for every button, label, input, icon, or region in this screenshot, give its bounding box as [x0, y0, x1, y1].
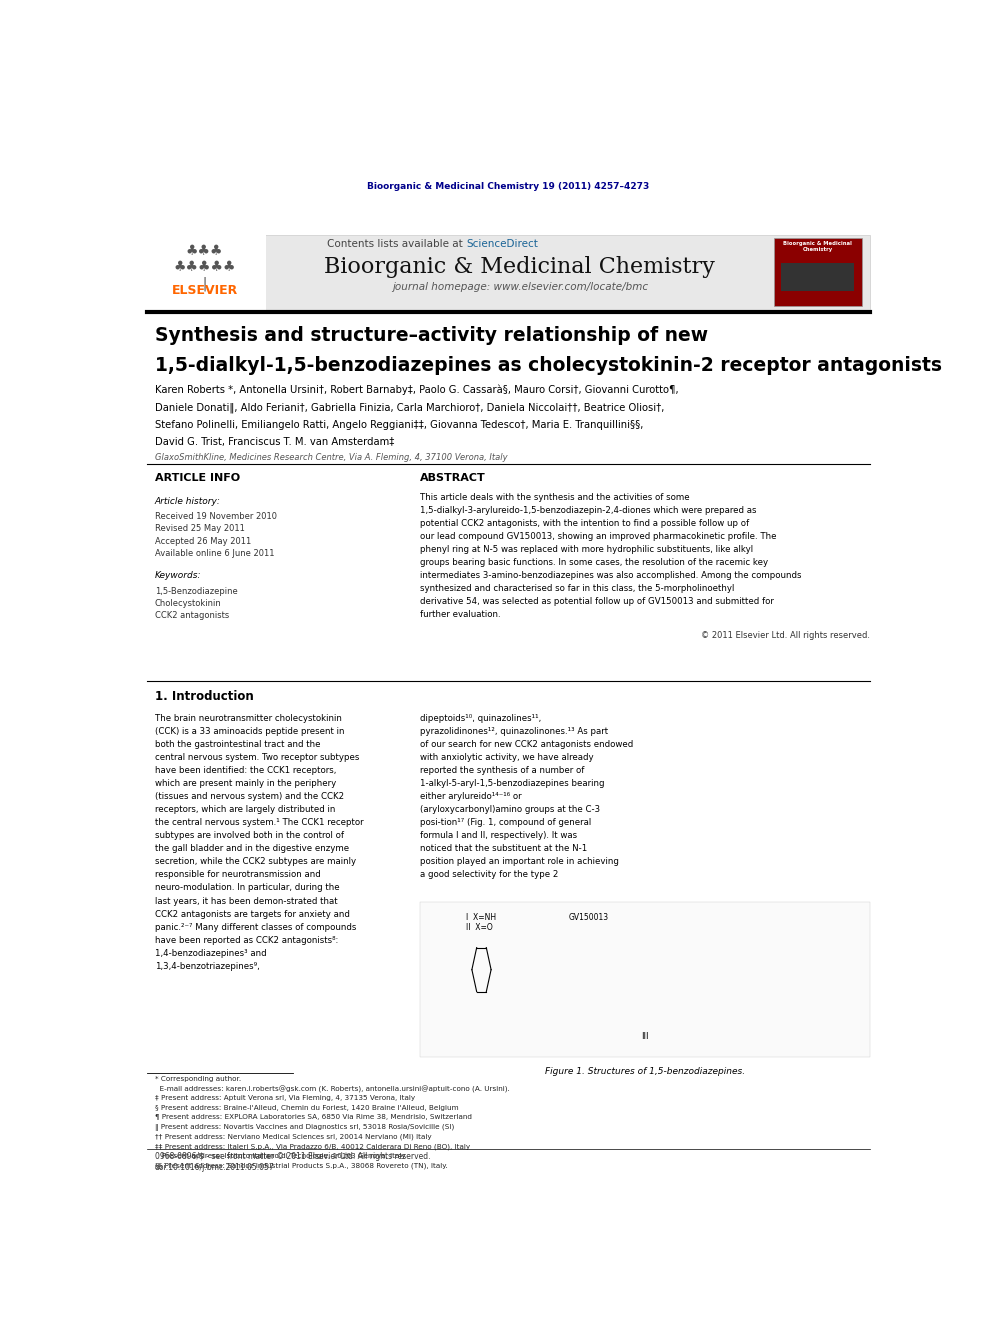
FancyBboxPatch shape [420, 902, 870, 1057]
FancyBboxPatch shape [774, 238, 862, 307]
Text: ScienceDirect: ScienceDirect [466, 238, 538, 249]
Text: doi:10.1016/j.bmc.2011.05.057: doi:10.1016/j.bmc.2011.05.057 [155, 1163, 275, 1172]
Text: Article history:: Article history: [155, 497, 220, 505]
Text: This article deals with the synthesis and the activities of some: This article deals with the synthesis an… [420, 493, 689, 501]
Text: Keywords:: Keywords: [155, 572, 201, 581]
Text: ABSTRACT: ABSTRACT [420, 472, 486, 483]
Text: groups bearing basic functions. In some cases, the resolution of the racemic key: groups bearing basic functions. In some … [420, 558, 768, 568]
Text: CCK2 antagonists are targets for anxiety and: CCK2 antagonists are targets for anxiety… [155, 909, 349, 918]
Text: further evaluation.: further evaluation. [420, 610, 501, 619]
Text: I  X=NH
II  X=O: I X=NH II X=O [466, 913, 496, 931]
Text: intermediates 3-amino-benzodiazepines was also accomplished. Among the compounds: intermediates 3-amino-benzodiazepines wa… [420, 572, 802, 579]
Text: Available online 6 June 2011: Available online 6 June 2011 [155, 549, 274, 558]
Text: secretion, while the CCK2 subtypes are mainly: secretion, while the CCK2 subtypes are m… [155, 857, 356, 867]
Text: either arylureido¹⁴⁻¹⁶ or: either arylureido¹⁴⁻¹⁶ or [420, 792, 522, 802]
Text: © 2011 Elsevier Ltd. All rights reserved.: © 2011 Elsevier Ltd. All rights reserved… [700, 631, 870, 640]
Text: pyrazolidinones¹², quinazolinones.¹³ As part: pyrazolidinones¹², quinazolinones.¹³ As … [420, 728, 608, 736]
Text: * Corresponding author.: * Corresponding author. [155, 1076, 241, 1082]
Text: (CCK) is a 33 aminoacids peptide present in: (CCK) is a 33 aminoacids peptide present… [155, 728, 344, 736]
Text: receptors, which are largely distributed in: receptors, which are largely distributed… [155, 806, 335, 814]
Text: § Present address: Braine-l'Alleud, Chemin du Foriest, 1420 Braine l'Alleud, Bel: § Present address: Braine-l'Alleud, Chem… [155, 1105, 458, 1110]
FancyBboxPatch shape [147, 235, 266, 310]
Text: journal homepage: www.elsevier.com/locate/bmc: journal homepage: www.elsevier.com/locat… [392, 282, 648, 292]
Text: responsible for neurotransmission and: responsible for neurotransmission and [155, 871, 320, 880]
Text: The brain neurotransmitter cholecystokinin: The brain neurotransmitter cholecystokin… [155, 714, 341, 722]
Text: GV150013: GV150013 [569, 913, 609, 922]
Text: have been reported as CCK2 antagonists⁸:: have been reported as CCK2 antagonists⁸: [155, 935, 338, 945]
Text: (aryloxycarbonyl)amino groups at the C-3: (aryloxycarbonyl)amino groups at the C-3 [420, 806, 600, 814]
Text: the gall bladder and in the digestive enzyme: the gall bladder and in the digestive en… [155, 844, 349, 853]
Text: panic.²⁻⁷ Many different classes of compounds: panic.²⁻⁷ Many different classes of comp… [155, 922, 356, 931]
Text: Present address: Istituto Italiano di Tecnologie, 16163 Genova, Italy: Present address: Istituto Italiano di Te… [155, 1154, 406, 1159]
Text: 1,5-Benzodiazepine: 1,5-Benzodiazepine [155, 586, 237, 595]
Text: synthesized and characterised so far in this class, the 5-morpholinoethyl: synthesized and characterised so far in … [420, 585, 734, 593]
Text: ‡ Present address: Aptuit Verona srl, Via Fleming, 4, 37135 Verona, Italy: ‡ Present address: Aptuit Verona srl, Vi… [155, 1095, 415, 1101]
FancyBboxPatch shape [782, 263, 854, 291]
Text: our lead compound GV150013, showing an improved pharmacokinetic profile. The: our lead compound GV150013, showing an i… [420, 532, 777, 541]
Text: David G. Trist, Franciscus T. M. van Amsterdam‡: David G. Trist, Franciscus T. M. van Ams… [155, 437, 394, 447]
Text: ELSEVIER: ELSEVIER [172, 284, 238, 298]
Text: GlaxoSmithKline, Medicines Research Centre, Via A. Fleming, 4, 37100 Verona, Ita: GlaxoSmithKline, Medicines Research Cent… [155, 454, 507, 462]
Text: dipeptoids¹⁰, quinazolines¹¹,: dipeptoids¹⁰, quinazolines¹¹, [420, 714, 542, 722]
Text: both the gastrointestinal tract and the: both the gastrointestinal tract and the [155, 740, 320, 749]
Text: §§ Present address: Sandoz Industrial Products S.p.A., 38068 Rovereto (TN), Ital: §§ Present address: Sandoz Industrial Pr… [155, 1163, 447, 1170]
Text: ¶ Present address: EXPLORA Laboratories SA, 6850 Via Rime 38, Mendrisio, Switzer: ¶ Present address: EXPLORA Laboratories … [155, 1114, 472, 1121]
Text: 1,4-benzodiazepines³ and: 1,4-benzodiazepines³ and [155, 949, 267, 958]
Text: potential CCK2 antagonists, with the intention to find a possible follow up of: potential CCK2 antagonists, with the int… [420, 519, 749, 528]
Text: ‖ Present address: Novartis Vaccines and Diagnostics srl, 53018 Rosia/Sovicille : ‖ Present address: Novartis Vaccines and… [155, 1125, 454, 1131]
Text: central nervous system. Two receptor subtypes: central nervous system. Two receptor sub… [155, 753, 359, 762]
Text: Accepted 26 May 2011: Accepted 26 May 2011 [155, 537, 251, 545]
Text: ‡‡ Present address: Italeri S.p.A., Via Pradazzo 6/B, 40012 Calderara Di Reno (B: ‡‡ Present address: Italeri S.p.A., Via … [155, 1143, 470, 1150]
Text: †† Present address: Nerviano Medical Sciences srl, 20014 Nerviano (MI) Italy: †† Present address: Nerviano Medical Sci… [155, 1134, 432, 1140]
Text: position played an important role in achieving: position played an important role in ach… [420, 857, 619, 867]
Text: Stefano Polinelli, Emiliangelo Ratti, Angelo Reggiani‡‡, Giovanna Tedesco†, Mari: Stefano Polinelli, Emiliangelo Ratti, An… [155, 419, 643, 430]
Text: Revised 25 May 2011: Revised 25 May 2011 [155, 524, 245, 533]
Text: posi-tion¹⁷ (Fig. 1, compound of general: posi-tion¹⁷ (Fig. 1, compound of general [420, 818, 591, 827]
Text: (tissues and nervous system) and the CCK2: (tissues and nervous system) and the CCK… [155, 792, 344, 802]
Text: Synthesis and structure–activity relationship of new: Synthesis and structure–activity relatio… [155, 325, 708, 345]
Text: 1,5-dialkyl-1,5-benzodiazepines as cholecystokinin-2 receptor antagonists: 1,5-dialkyl-1,5-benzodiazepines as chole… [155, 356, 941, 376]
FancyBboxPatch shape [147, 235, 870, 310]
Text: reported the synthesis of a number of: reported the synthesis of a number of [420, 766, 584, 775]
Text: Received 19 November 2010: Received 19 November 2010 [155, 512, 277, 521]
Text: 1,3,4-benzotriazepines⁹,: 1,3,4-benzotriazepines⁹, [155, 962, 260, 971]
Text: Contents lists available at: Contents lists available at [327, 238, 466, 249]
Text: Daniele Donati‖, Aldo Feriani†, Gabriella Finizia, Carla Marchioro†, Daniela Nic: Daniele Donati‖, Aldo Feriani†, Gabriell… [155, 402, 664, 413]
Text: Bioorganic & Medicinal
Chemistry: Bioorganic & Medicinal Chemistry [784, 241, 852, 253]
Text: III: III [641, 1032, 649, 1041]
Text: the central nervous system.¹ The CCK1 receptor: the central nervous system.¹ The CCK1 re… [155, 818, 363, 827]
Text: which are present mainly in the periphery: which are present mainly in the peripher… [155, 779, 336, 789]
Text: Bioorganic & Medicinal Chemistry: Bioorganic & Medicinal Chemistry [324, 255, 715, 278]
Text: a good selectivity for the type 2: a good selectivity for the type 2 [420, 871, 558, 880]
Text: Bioorganic & Medicinal Chemistry 19 (2011) 4257–4273: Bioorganic & Medicinal Chemistry 19 (201… [367, 183, 650, 192]
Text: 1,5-dialkyl-3-arylureido-1,5-benzodiazepin-2,4-diones which were prepared as: 1,5-dialkyl-3-arylureido-1,5-benzodiazep… [420, 505, 757, 515]
Text: neuro-modulation. In particular, during the: neuro-modulation. In particular, during … [155, 884, 339, 893]
Text: ARTICLE INFO: ARTICLE INFO [155, 472, 240, 483]
Text: 0968-0896/$ - see front matter © 2011 Elsevier Ltd. All rights reserved.: 0968-0896/$ - see front matter © 2011 El… [155, 1152, 431, 1162]
Text: of our search for new CCK2 antagonists endowed: of our search for new CCK2 antagonists e… [420, 740, 633, 749]
Text: Figure 1. Structures of 1,5-benzodiazepines.: Figure 1. Structures of 1,5-benzodiazepi… [545, 1068, 745, 1077]
Text: have been identified: the CCK1 receptors,: have been identified: the CCK1 receptors… [155, 766, 336, 775]
Text: last years, it has been demon-strated that: last years, it has been demon-strated th… [155, 897, 337, 905]
Text: CCK2 antagonists: CCK2 antagonists [155, 611, 229, 620]
Text: 1-alkyl-5-aryl-1,5-benzodiazepines bearing: 1-alkyl-5-aryl-1,5-benzodiazepines beari… [420, 779, 604, 789]
Text: subtypes are involved both in the control of: subtypes are involved both in the contro… [155, 831, 344, 840]
Text: 1. Introduction: 1. Introduction [155, 689, 254, 703]
Text: derivative 54, was selected as potential follow up of GV150013 and submitted for: derivative 54, was selected as potential… [420, 597, 774, 606]
Text: Cholecystokinin: Cholecystokinin [155, 599, 221, 607]
Text: Karen Roberts *, Antonella Ursini†, Robert Barnaby‡, Paolo G. Cassarà§, Mauro Co: Karen Roberts *, Antonella Ursini†, Robe… [155, 385, 679, 396]
Text: E-mail addresses: karen.l.roberts@gsk.com (K. Roberts), antonella.ursini@aptuit-: E-mail addresses: karen.l.roberts@gsk.co… [155, 1085, 510, 1093]
Text: noticed that the substituent at the N-1: noticed that the substituent at the N-1 [420, 844, 587, 853]
Text: phenyl ring at N-5 was replaced with more hydrophilic substituents, like alkyl: phenyl ring at N-5 was replaced with mor… [420, 545, 753, 554]
Text: formula I and II, respectively). It was: formula I and II, respectively). It was [420, 831, 577, 840]
Text: with anxiolytic activity, we have already: with anxiolytic activity, we have alread… [420, 753, 593, 762]
Text: ♣♣♣
♣♣♣♣♣
  |: ♣♣♣ ♣♣♣♣♣ | [174, 245, 236, 291]
